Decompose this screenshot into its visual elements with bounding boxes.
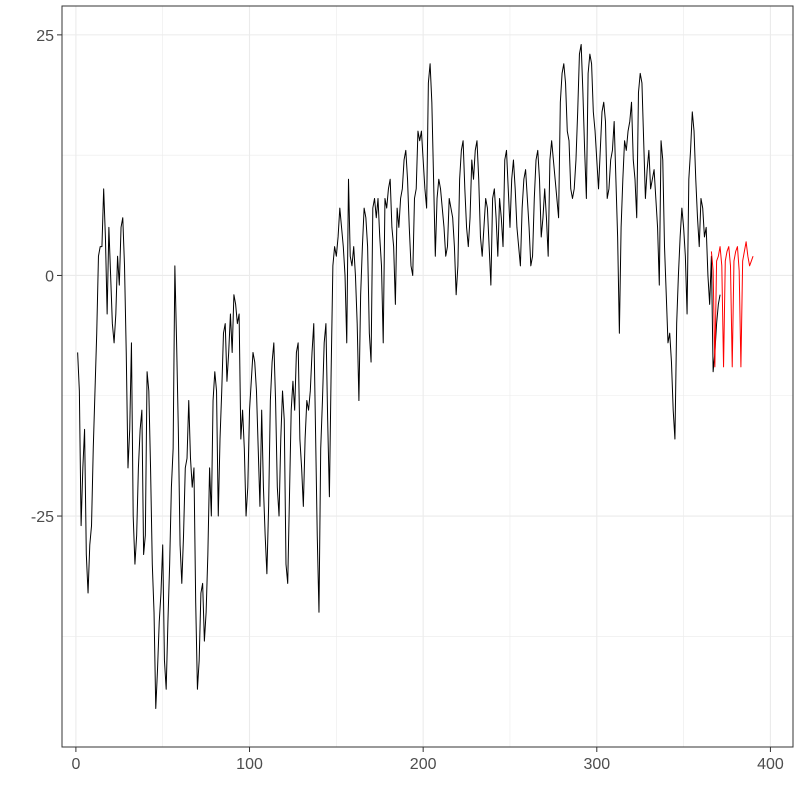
- series-line-1: [77, 43, 721, 710]
- series-line-2: [710, 241, 754, 368]
- x-tick-label: 300: [583, 756, 610, 773]
- minor-gridlines: [62, 6, 793, 747]
- y-tick-label: -25: [31, 509, 54, 526]
- y-tick-label: 25: [36, 28, 54, 45]
- x-tick-label: 100: [236, 756, 263, 773]
- x-tick-label: 200: [410, 756, 437, 773]
- major-gridlines: [62, 6, 793, 747]
- x-axis-tick-labels: 0 100 200 300 400: [71, 756, 783, 773]
- plot-panel-border: [61, 5, 794, 748]
- x-tick-label: 0: [71, 756, 80, 773]
- series-layer: [77, 43, 754, 710]
- axis-ticks: [57, 34, 771, 752]
- y-tick-label: 0: [45, 268, 54, 285]
- x-tick-label: 400: [757, 756, 784, 773]
- y-axis-tick-labels: -25 0 25: [31, 28, 54, 526]
